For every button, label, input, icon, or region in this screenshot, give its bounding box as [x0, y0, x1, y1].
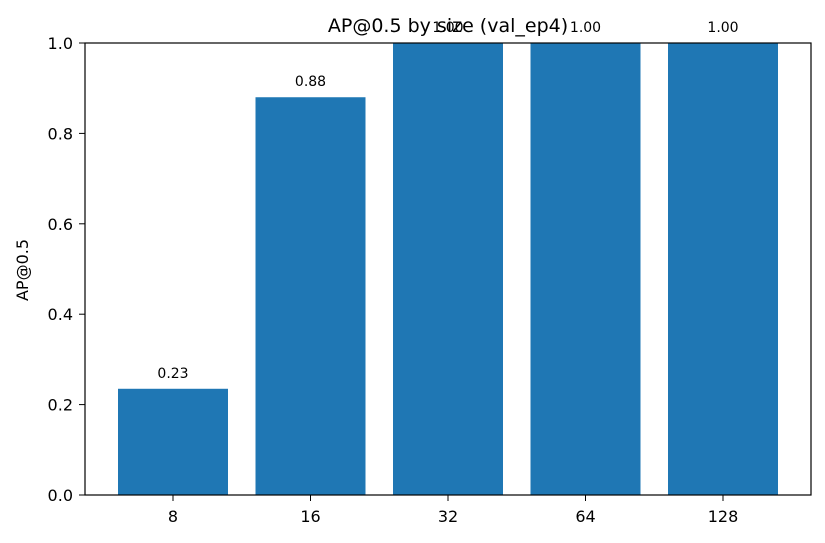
data-label-16: 0.88 — [295, 74, 326, 90]
bar-16 — [255, 97, 366, 496]
y-tick-label-0.6: 0.6 — [48, 215, 73, 234]
data-label-32: 1.00 — [432, 20, 463, 36]
bar-128 — [668, 43, 778, 495]
x-tick-label-32: 32 — [438, 507, 458, 526]
data-label-128: 1.00 — [707, 20, 738, 36]
x-axis: 8 16 32 64 128 — [168, 495, 738, 526]
y-tick-label-1.0: 1.0 — [48, 34, 73, 53]
plot-frame — [84, 42, 812, 496]
chart-title: AP@0.5 by size (val_ep4) — [328, 15, 568, 37]
y-tick-label-0.2: 0.2 — [48, 396, 73, 415]
bar-32 — [393, 43, 503, 495]
data-label-64: 1.00 — [570, 20, 601, 36]
data-labels-group: 0.23 0.88 1.00 1.00 1.00 — [157, 20, 738, 382]
x-tick-label-8: 8 — [168, 507, 178, 526]
y-tick-label-0.0: 0.0 — [48, 486, 73, 505]
x-tick-label-16: 16 — [300, 507, 320, 526]
bar-8 — [118, 388, 228, 495]
data-label-8: 0.23 — [157, 366, 188, 382]
y-tick-label-0.8: 0.8 — [48, 124, 73, 143]
y-axis: 0.0 0.2 0.4 0.6 0.8 1.0 — [48, 34, 85, 505]
bar-64 — [530, 43, 641, 495]
x-tick-label-128: 128 — [708, 507, 739, 526]
y-tick-label-0.4: 0.4 — [48, 305, 73, 324]
y-axis-label: AP@0.5 — [13, 239, 32, 301]
bars-group — [118, 43, 778, 496]
x-tick-label-64: 64 — [575, 507, 595, 526]
